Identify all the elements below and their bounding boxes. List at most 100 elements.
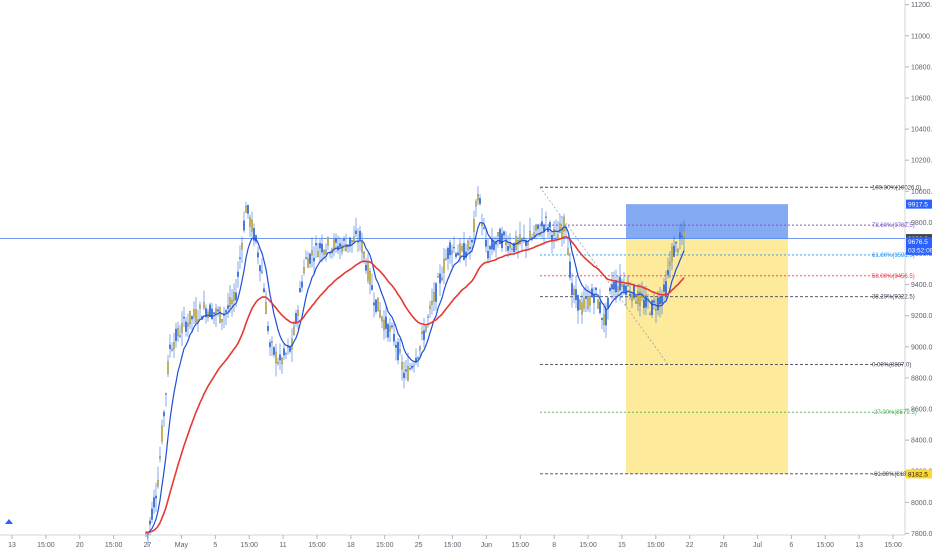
candle-body bbox=[413, 365, 415, 367]
x-tick-label: 22 bbox=[686, 542, 694, 549]
x-tick-label: 15:00 bbox=[884, 542, 902, 549]
candle-body bbox=[161, 425, 163, 442]
candle-body bbox=[299, 288, 301, 293]
candle-body bbox=[403, 372, 405, 379]
fib-level-label: 50.00%(9456.5) bbox=[872, 274, 915, 280]
candle-body bbox=[417, 357, 419, 360]
price-tag-bg bbox=[906, 245, 932, 255]
candle-body bbox=[221, 319, 223, 322]
candle-body bbox=[587, 296, 589, 309]
candle-body bbox=[675, 241, 677, 244]
candle-body bbox=[167, 361, 169, 374]
candle-body bbox=[559, 223, 561, 233]
x-tick-label: 15:00 bbox=[512, 542, 530, 549]
candle-body bbox=[537, 224, 539, 230]
candle-body bbox=[251, 219, 253, 232]
candle-body bbox=[601, 317, 603, 320]
candle-body bbox=[349, 237, 351, 246]
candle-body bbox=[217, 309, 219, 312]
candle-body bbox=[475, 201, 477, 207]
candle-body bbox=[423, 330, 425, 340]
candle-body bbox=[463, 242, 465, 260]
candle-body bbox=[151, 508, 153, 520]
tradingview-logo-icon bbox=[5, 519, 13, 524]
y-tick-label: 9400.0 bbox=[911, 282, 932, 289]
candle-body bbox=[285, 353, 287, 355]
candle-body bbox=[645, 295, 647, 308]
candle-body bbox=[363, 251, 365, 258]
candle-body bbox=[683, 230, 685, 238]
candle-body bbox=[575, 289, 577, 301]
price-tag-label: 8182.5 bbox=[908, 471, 928, 478]
price-tag-label: 9676.5 bbox=[908, 239, 928, 246]
y-tick-label: 10400.0 bbox=[911, 127, 932, 134]
candle-body bbox=[253, 228, 255, 241]
candle-body bbox=[623, 284, 625, 292]
candle-body bbox=[473, 219, 475, 232]
candle-body bbox=[513, 242, 515, 253]
x-tick-label: 6 bbox=[789, 542, 793, 549]
candle-body bbox=[521, 238, 523, 240]
candle-body bbox=[377, 297, 379, 312]
candle-body bbox=[619, 276, 621, 291]
candle-body bbox=[501, 233, 503, 249]
candle-body bbox=[617, 286, 619, 292]
candle-body bbox=[421, 331, 423, 334]
candle-body bbox=[235, 292, 237, 300]
candle-body bbox=[407, 366, 409, 381]
candle-body bbox=[237, 271, 239, 277]
candle-body bbox=[353, 236, 355, 242]
candle-body bbox=[317, 251, 319, 257]
candle-body bbox=[375, 299, 377, 312]
ma-slow-line bbox=[145, 235, 685, 534]
price-tag-bg bbox=[906, 199, 932, 209]
candle-body bbox=[605, 309, 607, 326]
candle-body bbox=[529, 231, 531, 239]
y-tick-label: 9200.0 bbox=[911, 313, 932, 320]
candle-body bbox=[459, 243, 461, 258]
candle-body bbox=[323, 250, 325, 255]
candle-body bbox=[297, 309, 299, 316]
candle-body bbox=[355, 230, 357, 235]
candle-body bbox=[405, 369, 407, 372]
candle-body bbox=[191, 316, 193, 320]
candle-body bbox=[633, 284, 635, 299]
candle-body bbox=[467, 240, 469, 251]
candle-body bbox=[395, 344, 397, 348]
x-tick-label: 18 bbox=[347, 542, 355, 549]
candle-body bbox=[359, 230, 361, 240]
candle-body bbox=[173, 342, 175, 350]
candle-body bbox=[381, 316, 383, 322]
candle-body bbox=[369, 270, 371, 285]
candle-body bbox=[241, 243, 243, 250]
candle-body bbox=[425, 326, 427, 332]
candle-body bbox=[371, 285, 373, 290]
candle-body bbox=[239, 257, 241, 259]
candle-body bbox=[335, 238, 337, 243]
candle-body bbox=[229, 297, 231, 308]
candle-body bbox=[149, 520, 151, 525]
candle-body bbox=[643, 299, 645, 309]
x-tick-label: 15:00 bbox=[376, 542, 394, 549]
x-tick-label: 25 bbox=[415, 542, 423, 549]
candle-body bbox=[257, 252, 259, 258]
candle-body bbox=[471, 240, 473, 243]
y-tick-label: 8400.0 bbox=[911, 438, 932, 445]
candle-body bbox=[303, 267, 305, 273]
candle-body bbox=[435, 283, 437, 302]
fib-level-label: -61.80%(8183.5) bbox=[872, 472, 917, 478]
candle-body bbox=[607, 297, 609, 308]
candle-body bbox=[301, 281, 303, 288]
candle-body bbox=[379, 310, 381, 318]
candle-body bbox=[401, 362, 403, 370]
y-tick-label: 10800.0 bbox=[911, 64, 932, 71]
x-tick-label: May bbox=[175, 542, 189, 549]
candle-body bbox=[307, 258, 309, 268]
candle-body bbox=[351, 239, 353, 243]
candle-body bbox=[573, 288, 575, 295]
candle-body bbox=[213, 312, 215, 314]
candle-body bbox=[439, 273, 441, 284]
candle-body bbox=[489, 245, 491, 250]
